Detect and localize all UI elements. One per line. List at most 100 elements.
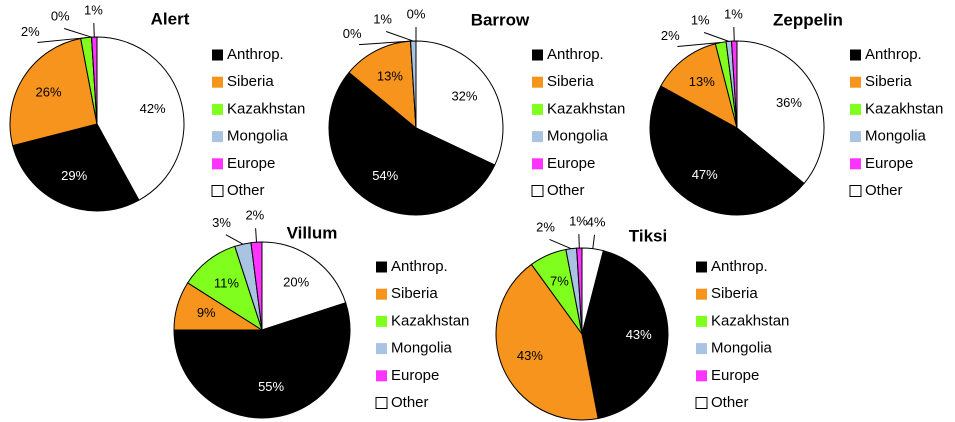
chart-title: Alert	[151, 9, 190, 28]
legend-swatch	[212, 131, 223, 143]
legend-label: Kazakhstan	[865, 100, 943, 117]
legend-swatch	[695, 397, 708, 409]
legend-swatch	[212, 158, 223, 170]
legend-label: Other	[711, 394, 749, 411]
data-label: 54%	[372, 168, 398, 183]
legend-swatch	[850, 103, 861, 115]
leader-line	[549, 238, 572, 250]
pie-slice	[91, 36, 98, 125]
pie-slice	[581, 250, 669, 420]
pie-slice	[495, 263, 599, 421]
legend-label: Anthrop.	[865, 46, 922, 63]
data-label: 42%	[140, 101, 166, 116]
pie-slice	[9, 37, 98, 147]
data-label: 3%	[212, 215, 231, 230]
legend-label: Europe	[865, 155, 913, 172]
pie-slice	[649, 85, 805, 216]
data-label: 13%	[377, 68, 403, 83]
leader-line	[255, 228, 257, 243]
legend-swatch	[850, 76, 861, 88]
legend-label: Europe	[547, 155, 595, 172]
legend-swatch	[850, 49, 861, 61]
leader-line	[385, 31, 414, 42]
legend-label: Siberia	[711, 285, 758, 302]
legend-swatch	[375, 397, 388, 409]
legend-label: Anthrop.	[391, 258, 448, 275]
pie-slice	[328, 71, 496, 216]
legend-swatch	[849, 185, 862, 197]
legend-swatch	[376, 315, 387, 327]
legend-label: Mongolia	[711, 340, 773, 357]
legend-swatch	[532, 158, 543, 170]
leader-line	[358, 40, 411, 46]
data-label: 1%	[691, 13, 710, 28]
legend-label: Other	[547, 182, 585, 199]
legend-swatch	[696, 261, 707, 273]
pie-slice	[96, 36, 185, 201]
pie-slice	[415, 40, 504, 166]
data-label: 0%	[343, 26, 362, 41]
legend-label: Europe	[391, 367, 439, 384]
legend-label: Mongolia	[227, 128, 289, 145]
data-label: 36%	[776, 95, 802, 110]
data-label: 11%	[214, 276, 239, 291]
legend-label: Kazakhstan	[227, 100, 305, 117]
pie-slice	[261, 241, 347, 331]
legend-swatch	[532, 131, 543, 143]
pie-slice	[731, 40, 738, 129]
data-label: 7%	[550, 273, 569, 288]
legend-swatch	[532, 49, 543, 61]
legend-label: Siberia	[865, 73, 912, 90]
legend-swatch	[532, 103, 543, 115]
chart-title: Villum	[287, 223, 338, 242]
legend-label: Mongolia	[391, 340, 453, 357]
data-label: 13%	[689, 74, 715, 89]
legend-label: Other	[391, 394, 429, 411]
legend-swatch	[212, 49, 223, 61]
data-label: 32%	[451, 89, 477, 104]
chart-title: Tiksi	[629, 226, 667, 245]
legend-label: Other	[865, 182, 903, 199]
data-label: 1%	[724, 6, 743, 21]
data-label: 20%	[283, 274, 309, 289]
data-label: 9%	[197, 305, 216, 320]
legend-label: Anthrop.	[227, 46, 284, 63]
pie-slice	[12, 123, 140, 212]
legend-label: Europe	[711, 367, 759, 384]
legend-label: Mongolia	[865, 128, 927, 145]
data-label: 26%	[36, 85, 62, 100]
data-label: 55%	[258, 379, 284, 394]
legend-swatch	[532, 76, 543, 88]
legend-swatch	[376, 261, 387, 273]
legend-label: Europe	[227, 155, 275, 172]
data-label: 2%	[21, 24, 40, 39]
leader-line	[225, 234, 244, 245]
legend-swatch	[212, 103, 223, 115]
data-label: 2%	[245, 208, 264, 223]
chart-title: Barrow	[471, 10, 530, 29]
leader-line	[703, 32, 729, 42]
legend-swatch	[376, 343, 387, 355]
leader-line	[592, 234, 596, 249]
data-label: 4%	[587, 214, 606, 229]
legend-label: Kazakhstan	[391, 312, 469, 329]
leader-line	[677, 42, 721, 47]
leader-line	[37, 37, 87, 43]
pie-slice	[660, 43, 738, 129]
data-label: 1%	[373, 11, 392, 26]
chart-title: Zeppelin	[773, 10, 843, 29]
data-label: 43%	[517, 348, 543, 363]
legend-swatch	[376, 370, 387, 382]
data-label: 0%	[51, 9, 70, 24]
pie-slice	[736, 40, 825, 185]
legend-label: Kazakhstan	[711, 312, 789, 329]
legend-swatch	[850, 131, 861, 143]
data-label: 29%	[61, 168, 87, 183]
legend-label: Siberia	[227, 73, 274, 90]
legend-swatch	[696, 288, 707, 300]
data-label: 47%	[692, 167, 718, 182]
data-label: 1%	[84, 2, 103, 17]
legend-label: Kazakhstan	[547, 100, 625, 117]
data-label: 1%	[569, 213, 588, 228]
